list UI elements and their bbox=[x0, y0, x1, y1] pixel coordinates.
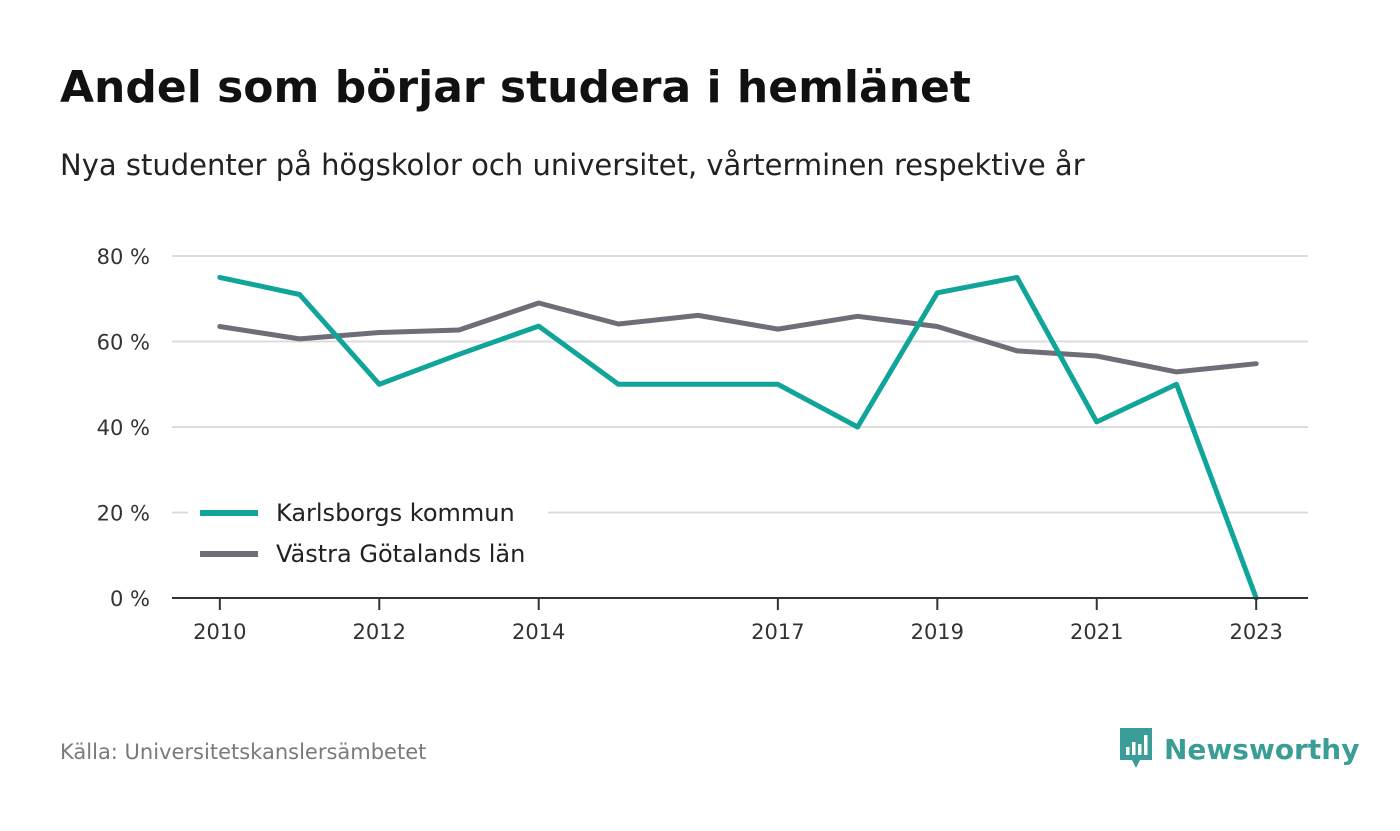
chart-subtitle: Nya studenter på högskolor och universit… bbox=[60, 148, 1085, 182]
x-tick-label: 2023 bbox=[1229, 620, 1282, 644]
legend: Karlsborgs kommun Västra Götalands län bbox=[188, 488, 548, 576]
legend-label: Västra Götalands län bbox=[276, 540, 525, 568]
newsworthy-logo[interactable]: Newsworthy bbox=[1118, 726, 1359, 772]
series-line bbox=[217, 274, 1259, 601]
x-axis-ticks: 2010 2012 2014 2017 2019 2021 2023 bbox=[193, 598, 1283, 644]
y-tick-label: 80 % bbox=[97, 245, 150, 269]
brand-name: Newsworthy bbox=[1164, 732, 1360, 766]
line-chart: Karlsborgs kommun Västra Götalands län 0 … bbox=[97, 245, 1308, 644]
source-note: Källa: Universitetskanslersämbetet bbox=[60, 740, 427, 764]
series-line bbox=[217, 300, 1259, 375]
y-tick-label: 40 % bbox=[97, 416, 150, 440]
y-axis-ticks: 0 % 20 % 40 % 60 % 80 % bbox=[97, 245, 150, 611]
y-tick-label: 20 % bbox=[97, 502, 150, 526]
legend-background bbox=[188, 488, 548, 576]
x-tick-label: 2010 bbox=[193, 620, 246, 644]
x-tick-label: 2021 bbox=[1070, 620, 1123, 644]
legend-label: Karlsborgs kommun bbox=[276, 499, 515, 527]
x-tick-label: 2017 bbox=[751, 620, 804, 644]
y-tick-label: 0 % bbox=[110, 587, 150, 611]
y-tick-label: 60 % bbox=[97, 331, 150, 355]
bar-chart-speech-bubble-icon bbox=[1120, 728, 1152, 768]
chart-title: Andel som börjar studera i hemlänet bbox=[60, 62, 971, 113]
series-lines bbox=[217, 274, 1259, 601]
x-tick-label: 2019 bbox=[911, 620, 964, 644]
x-tick-label: 2012 bbox=[353, 620, 406, 644]
x-tick-label: 2014 bbox=[512, 620, 565, 644]
